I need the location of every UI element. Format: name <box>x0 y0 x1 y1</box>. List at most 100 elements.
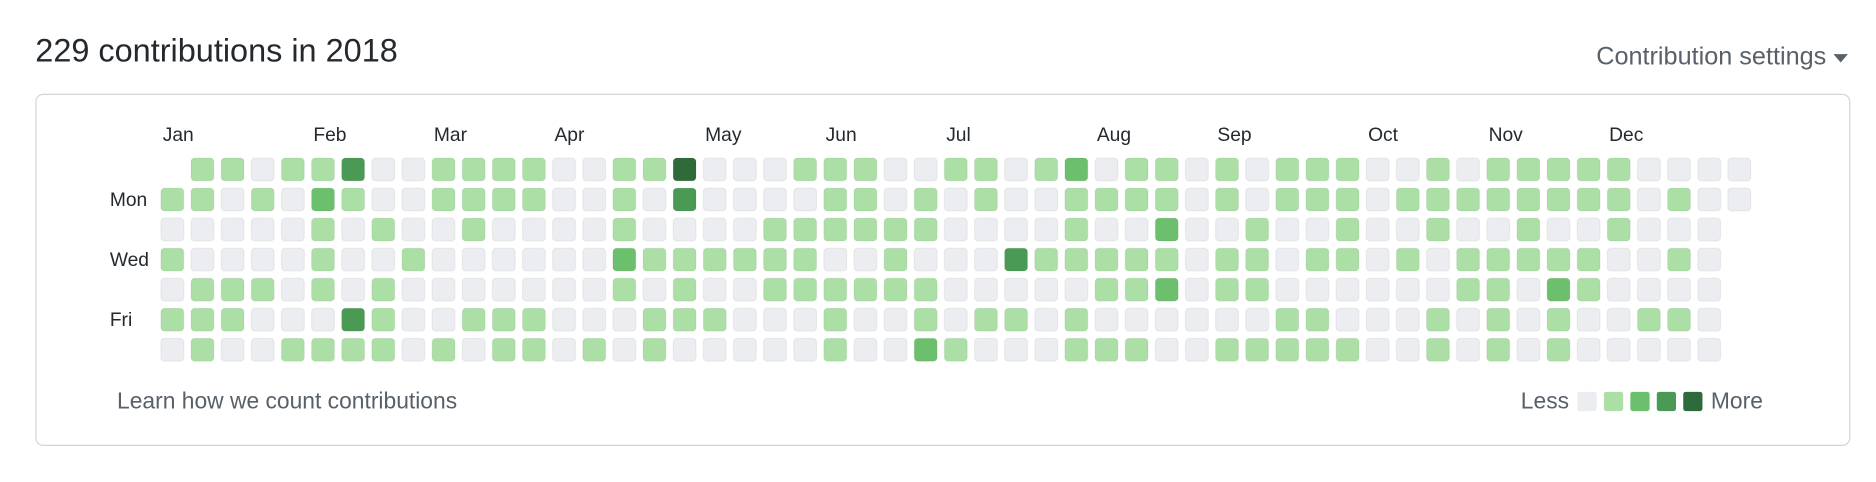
day-cell <box>341 157 366 182</box>
day-cell <box>1576 337 1601 362</box>
day-cell <box>1667 187 1692 212</box>
day-cell <box>1214 337 1240 362</box>
day-cell <box>1184 157 1209 182</box>
day-cell <box>943 157 968 182</box>
day-cell <box>943 247 968 272</box>
day-cell <box>672 307 697 332</box>
day-cell <box>1245 157 1270 182</box>
day-cell <box>853 217 878 242</box>
day-cell <box>1546 157 1571 182</box>
day-cell <box>371 217 396 242</box>
day-cell <box>280 277 305 302</box>
day-cell <box>943 277 968 302</box>
day-cell <box>1154 337 1179 362</box>
day-cell <box>220 157 245 182</box>
day-cell <box>973 337 998 362</box>
day-cell <box>491 277 516 302</box>
day-cell <box>461 337 486 362</box>
day-cell <box>793 187 818 212</box>
month-label: Jan <box>163 125 194 146</box>
day-cell <box>371 247 396 272</box>
day-cell <box>1335 307 1360 332</box>
day-cell <box>1697 307 1722 332</box>
day-cell <box>1516 277 1541 302</box>
day-cell <box>491 307 516 332</box>
day-cell <box>1456 277 1481 302</box>
day-cell <box>702 247 727 272</box>
day-cell <box>1636 187 1661 212</box>
day-cell <box>1124 157 1149 182</box>
day-cell <box>883 217 908 242</box>
day-cell <box>1365 307 1390 332</box>
day-cell <box>401 337 426 362</box>
day-cell <box>371 277 396 302</box>
day-cell <box>913 277 938 302</box>
day-cell <box>491 337 516 362</box>
day-cell <box>1064 217 1089 242</box>
settings-button[interactable]: Contribution settings <box>1596 42 1826 70</box>
day-cell <box>1305 217 1330 242</box>
day-cell <box>371 187 396 212</box>
day-label: Mon <box>110 190 147 211</box>
day-cell <box>612 337 637 362</box>
day-cell <box>1214 247 1240 272</box>
day-cell <box>310 157 336 182</box>
day-cell <box>1184 277 1209 302</box>
day-cell <box>793 307 818 332</box>
day-cell <box>883 277 908 302</box>
day-cell <box>883 307 908 332</box>
legend-less: Less <box>1521 388 1569 414</box>
day-cell <box>1305 277 1330 302</box>
day-cell <box>552 217 577 242</box>
day-cell <box>1606 337 1631 362</box>
day-cell <box>1667 277 1692 302</box>
day-cell <box>823 157 848 182</box>
day-cell <box>1365 217 1390 242</box>
day-cell <box>1275 157 1300 182</box>
day-cell <box>250 337 275 362</box>
day-cell <box>582 307 607 332</box>
day-cell <box>853 187 878 212</box>
day-cell <box>943 307 968 332</box>
day-cell <box>1516 307 1541 332</box>
day-cell <box>1425 277 1450 302</box>
day-cell <box>853 157 878 182</box>
day-cell <box>732 187 757 212</box>
day-cell <box>1576 217 1601 242</box>
day-cell <box>1456 307 1481 332</box>
day-cell <box>762 157 788 182</box>
day-cell <box>1425 337 1450 362</box>
caret[interactable] <box>1833 54 1848 63</box>
day-cell <box>521 277 546 302</box>
day-cell <box>913 157 938 182</box>
day-cell <box>1184 187 1209 212</box>
day-cell <box>552 247 577 272</box>
day-cell <box>521 187 546 212</box>
day-cell <box>1365 187 1390 212</box>
day-cell <box>280 307 305 332</box>
graph-box <box>35 93 1851 446</box>
day-cell <box>1395 187 1420 212</box>
learn-link[interactable]: Learn how we count contributions <box>117 388 457 414</box>
day-cell <box>732 337 757 362</box>
legend-swatch <box>1656 391 1677 412</box>
day-cell <box>552 187 577 212</box>
day-cell <box>1094 247 1119 272</box>
day-cell <box>582 157 607 182</box>
day-cell <box>491 217 516 242</box>
day-cell <box>913 337 938 362</box>
day-cell <box>1697 157 1722 182</box>
day-cell <box>250 217 275 242</box>
day-cell <box>1214 277 1240 302</box>
day-cell <box>1456 217 1481 242</box>
day-cell <box>1727 157 1752 182</box>
day-cell <box>582 187 607 212</box>
day-cell <box>1094 217 1119 242</box>
day-cell <box>1516 157 1541 182</box>
day-cell <box>1456 157 1481 182</box>
day-cell <box>1516 247 1541 272</box>
day-cell <box>552 337 577 362</box>
day-cell <box>1425 187 1450 212</box>
day-cell <box>823 337 848 362</box>
title: 229 contributions in 2018 <box>35 32 397 68</box>
